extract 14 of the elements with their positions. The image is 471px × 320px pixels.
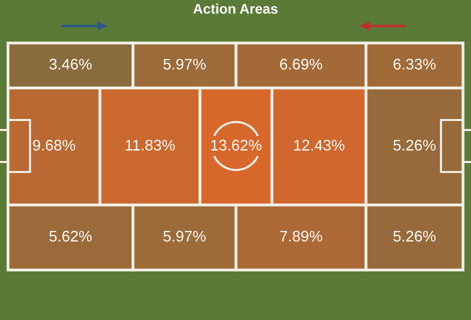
- data-label: 5.26%: [393, 140, 436, 151]
- data-label: 7.89%: [280, 230, 322, 242]
- data-label: 5.26%: [393, 230, 436, 242]
- data-label: 3.46%: [49, 58, 92, 70]
- data-label: 6.69%: [280, 58, 322, 70]
- data-label: 11.83%: [126, 140, 175, 151]
- data-label: 5.62%: [49, 230, 92, 242]
- data-label: 6.33%: [394, 58, 436, 70]
- data-label: 5.97%: [163, 230, 206, 242]
- text: Action Areas: [193, 4, 278, 14]
- data-label: 9.68%: [33, 140, 76, 151]
- data-label: 5.97%: [163, 58, 206, 70]
- data-label: 13.62%: [211, 140, 262, 151]
- data-label: 12.43%: [294, 140, 344, 151]
